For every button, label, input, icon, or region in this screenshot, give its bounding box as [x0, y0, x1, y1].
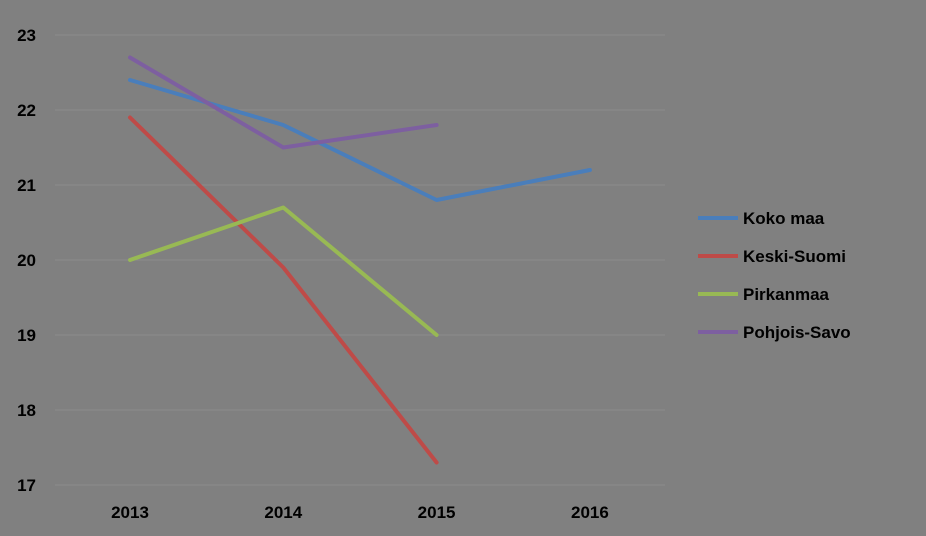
y-tick-label: 17 — [17, 476, 36, 495]
x-axis-ticks: 2013 2014 2015 2016 — [111, 503, 609, 522]
legend-label-pirkanmaa: Pirkanmaa — [743, 285, 830, 304]
y-tick-label: 20 — [17, 251, 36, 270]
y-axis-ticks: 17 18 19 20 21 22 23 — [17, 26, 36, 495]
legend-label-pohjois-savo: Pohjois-Savo — [743, 323, 851, 342]
x-tick-label: 2014 — [264, 503, 302, 522]
legend: Koko maa Keski-Suomi Pirkanmaa Pohjois-Savo — [698, 209, 851, 342]
legend-label-keski-suomi: Keski-Suomi — [743, 247, 846, 266]
series-line-pohjois-savo — [128, 55, 439, 150]
x-tick-label: 2015 — [418, 503, 456, 522]
y-tick-label: 18 — [17, 401, 36, 420]
x-tick-label: 2013 — [111, 503, 149, 522]
series-lines — [128, 55, 592, 465]
y-tick-label: 21 — [17, 176, 36, 195]
series-line-pirkanmaa — [128, 205, 439, 337]
y-tick-label: 22 — [17, 101, 36, 120]
x-tick-label: 2016 — [571, 503, 609, 522]
legend-label-koko-maa: Koko maa — [743, 209, 825, 228]
series-line-keski-suomi — [128, 115, 439, 465]
y-tick-label: 23 — [17, 26, 36, 45]
y-tick-label: 19 — [17, 326, 36, 345]
gridlines — [55, 34, 665, 486]
